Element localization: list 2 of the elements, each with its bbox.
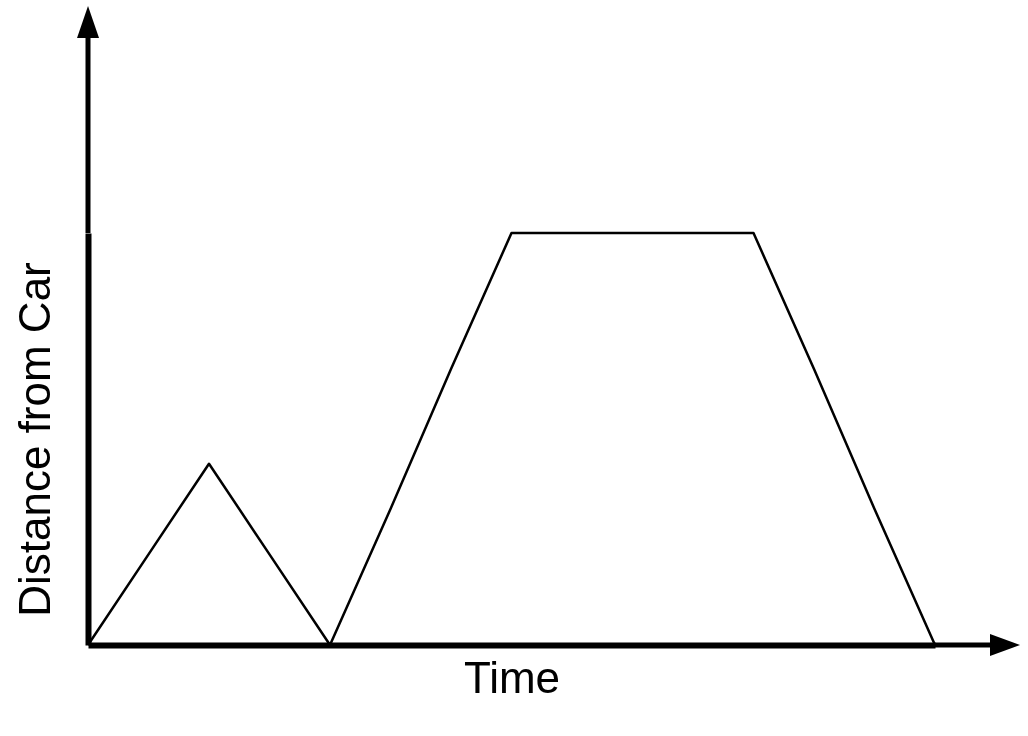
x-axis-title: Time — [463, 652, 561, 702]
y-axis-title: Distance from Car — [9, 262, 59, 617]
